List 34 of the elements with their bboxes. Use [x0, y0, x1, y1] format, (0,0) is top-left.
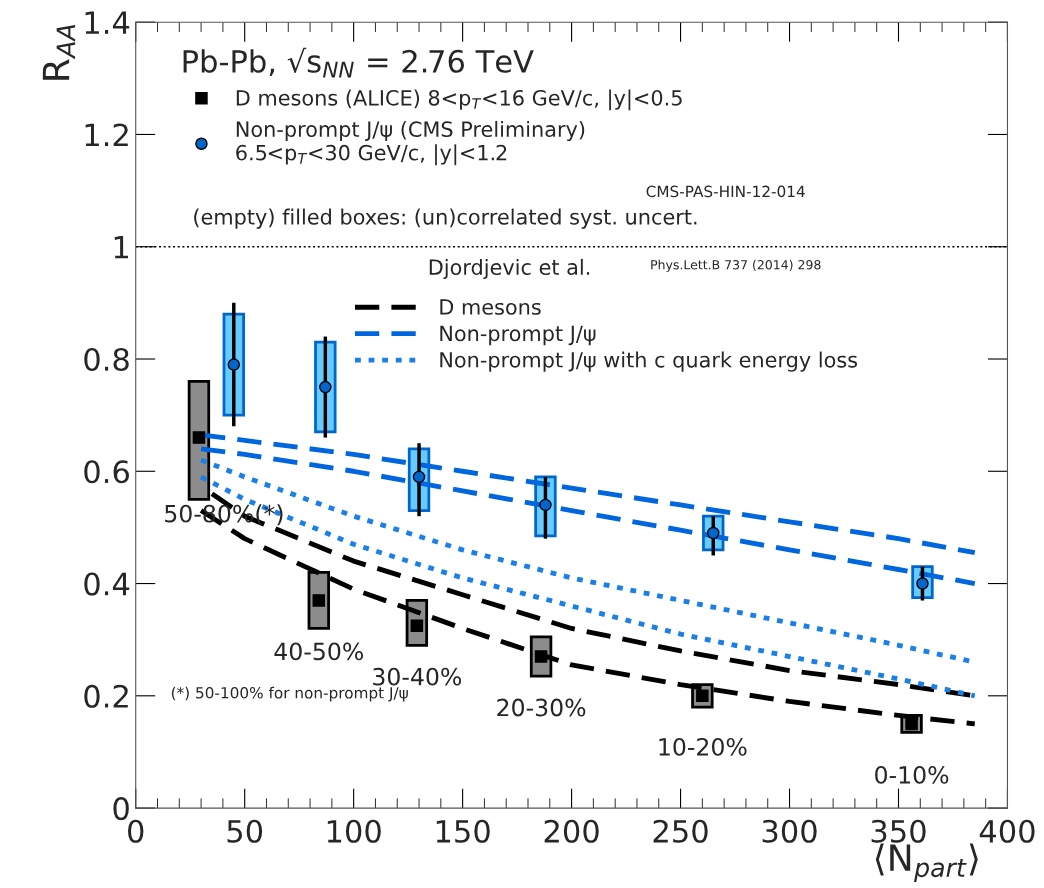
y-tick-label: 0.2: [84, 684, 128, 708]
x-tick-label: 250: [653, 819, 708, 843]
y-tick-label: 0.8: [84, 347, 129, 372]
x-tick-label: 200: [544, 819, 599, 843]
y-tick-label: 1.2: [85, 123, 128, 147]
annotation: Djordjevic et al.: [429, 258, 590, 280]
annotation: 10-20%: [659, 737, 747, 756]
y-tick-label: 0.4: [84, 572, 130, 596]
annotation: 20-30%: [497, 698, 586, 717]
x-tick-label: 400: [979, 819, 1035, 843]
annotation: CMS-PAS-HIN-12-014: [646, 185, 805, 198]
annotation: (*) 50-100% for non-prompt J/ψ: [171, 686, 408, 702]
y-axis-title: R$_{AA}$: [42, 24, 76, 80]
y-tick-label: 0: [113, 797, 129, 821]
legend-label: Non-prompt J/ψ: [440, 325, 596, 346]
x-tick-label: 50: [227, 819, 263, 843]
annotation: 40-50%: [274, 642, 363, 661]
legend-label: Non-prompt J/ψ (CMS Preliminary) 6.5<p$_{T}$<30 GeV/c, |y|<1.2: [236, 120, 585, 166]
legend-label: D mesons: [440, 299, 541, 315]
x-axis-title: ⟨N$_{part}$⟩: [875, 843, 978, 883]
legend-title: Pb-Pb, √s$_{NN}$ = 2.76 TeV: [183, 47, 534, 78]
y-tick-label: 1.4: [85, 11, 130, 34]
annotation: 30-40%: [373, 667, 462, 686]
annotation: (empty) filled boxes: (un)correlated syst. uncert.: [194, 208, 697, 229]
y-tick-label: 1: [114, 236, 129, 259]
x-tick-label: 300: [762, 819, 817, 843]
annotation: Phys.Lett.B 737 (2014) 298: [651, 259, 821, 272]
y-tick-label: 0.6: [84, 460, 129, 484]
x-tick-label: 100: [327, 819, 381, 843]
legend-label: D mesons (ALICE) 8<p$_{T}$<16 GeV/c, |y|<0.5: [236, 89, 682, 111]
x-tick-label: 350: [871, 819, 926, 843]
x-tick-label: 150: [436, 819, 490, 843]
annotation: 0-10%: [875, 765, 949, 784]
legend-label: Non-prompt J/ψ with c quark energy loss: [440, 351, 858, 372]
